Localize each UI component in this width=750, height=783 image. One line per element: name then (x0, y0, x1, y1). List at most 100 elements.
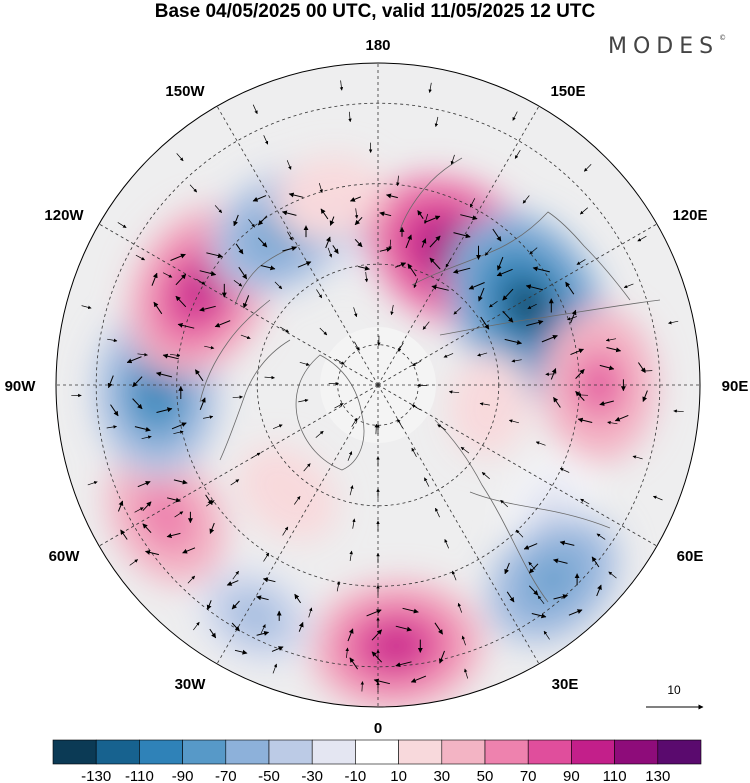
map-title: Base 04/05/2025 00 UTC, valid 11/05/2025… (154, 1, 596, 22)
wind-vector (129, 559, 139, 566)
wind-vector (196, 278, 206, 285)
wind-vector (199, 305, 216, 312)
wind-vector (450, 154, 455, 165)
wind-vector (668, 320, 679, 325)
wind-vector (335, 358, 345, 365)
wind-vector (599, 364, 615, 371)
lon-label-180: 180 (365, 37, 390, 54)
wind-vector (298, 398, 309, 403)
wind-vector (205, 500, 215, 507)
wind-vector (329, 216, 335, 226)
wind-vector (126, 356, 142, 364)
wind-vector (504, 562, 510, 575)
wind-vector (553, 594, 568, 600)
wind-vector (360, 681, 365, 692)
wind-vector (231, 622, 240, 632)
wind-vector (528, 561, 536, 570)
wind-vector (189, 184, 198, 193)
wind-vector (371, 651, 383, 663)
wind-vector (153, 301, 163, 315)
wind-vector (214, 205, 223, 214)
anomaly-contour (151, 500, 182, 535)
wind-vector (145, 550, 160, 556)
wind-vector (327, 247, 333, 258)
lon-label-90e: 90E (722, 378, 749, 395)
wind-vector (502, 310, 514, 323)
wind-vector (231, 600, 240, 610)
wind-vector (297, 261, 312, 268)
wind-vector (559, 540, 575, 546)
anomaly-contour (140, 371, 173, 415)
wind-vector (512, 111, 518, 121)
colorbar: -130 -110 -90 -70 -50 -30 -10 10 30 50 70 90 110 130 (52, 739, 702, 783)
wind-vector (334, 403, 344, 409)
wind-vector (209, 628, 217, 639)
wind-vector (514, 149, 521, 159)
colorbar-swatch (657, 739, 702, 765)
wind-vector (641, 369, 653, 373)
lon-label-150e: 150E (550, 83, 585, 100)
wind-vector (568, 609, 583, 616)
lon-label-30w: 30W (175, 676, 207, 693)
wind-vector (141, 435, 152, 440)
wind-vector (410, 675, 427, 683)
wind-vector (460, 446, 470, 454)
wind-vector (364, 271, 369, 283)
wind-vector (599, 400, 614, 406)
anomaly-center (106, 449, 227, 586)
brand-mark: © (719, 34, 727, 42)
wind-vector (169, 353, 181, 357)
wind-vector (591, 556, 600, 568)
wind-vector (489, 301, 498, 308)
wind-vector (142, 523, 152, 534)
wind-vector (522, 195, 530, 204)
brand-logo: MODES© (608, 34, 726, 59)
wind-vector (642, 390, 648, 402)
colorbar-tick-label: -70 (215, 768, 237, 783)
wind-vector (500, 499, 509, 508)
wind-vector (460, 214, 478, 221)
wind-vector (166, 532, 181, 539)
coastlines (199, 157, 661, 603)
wind-vector (347, 451, 353, 461)
wind-vector (345, 647, 349, 658)
wind-vector (174, 511, 184, 518)
wind-vector (232, 570, 239, 580)
wind-vector (402, 607, 419, 614)
wind-vector (316, 289, 323, 299)
wind-vector (576, 259, 586, 265)
wind-vector (411, 360, 422, 367)
wind-vector (117, 222, 127, 228)
wind-vector (349, 657, 359, 670)
wind-vector (272, 663, 278, 674)
wind-vector (374, 423, 378, 435)
wind-vector (298, 621, 304, 632)
wind-vector (209, 522, 215, 534)
anomaly-contour (374, 629, 419, 663)
wind-vector (545, 372, 556, 376)
wind-vector (199, 270, 217, 277)
wind-vector (134, 507, 144, 513)
wind-vector (528, 563, 539, 574)
wind-vector (280, 326, 290, 333)
colorbar-swatch (95, 739, 140, 765)
wind-vector (492, 228, 502, 242)
wind-vectors (71, 80, 684, 692)
wind-vector (434, 622, 444, 635)
wind-vector (435, 507, 440, 518)
wind-vector (431, 284, 449, 291)
wind-vector (371, 629, 383, 641)
wind-vector (206, 252, 223, 259)
anomaly-contour (585, 365, 614, 405)
wind-vector (260, 265, 276, 271)
wind-vector (177, 322, 195, 329)
wind-vector (411, 447, 417, 457)
wind-vector (294, 496, 301, 505)
wind-vector (623, 283, 634, 289)
anomaly-center (194, 564, 316, 668)
wind-vector (110, 404, 119, 417)
wind-vector (308, 607, 313, 618)
wind-vector (457, 602, 463, 613)
wind-vector (477, 352, 488, 357)
anomaly-center (483, 512, 623, 647)
